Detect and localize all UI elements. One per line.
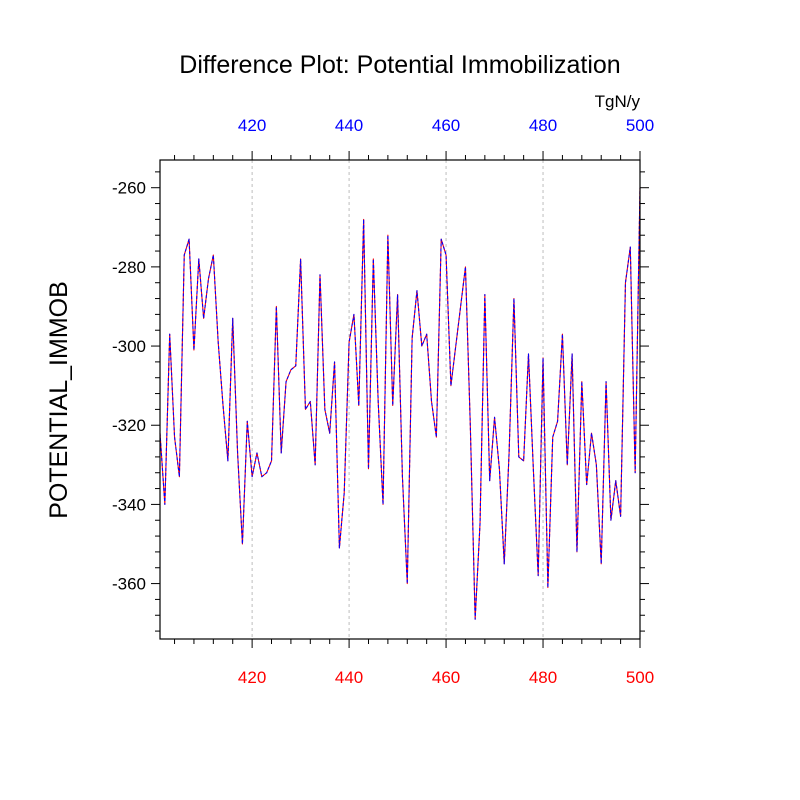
y-tick-label-2: -300 (112, 337, 146, 356)
axes: 420 440 460 480 500 420 440 460 480 500 -260 -280 -3… (112, 116, 654, 687)
series-lines (159, 187, 641, 620)
y-tick-label-1: -280 (112, 258, 146, 277)
chart-title: Difference Plot: Potential Immobilizatio… (179, 51, 620, 79)
y-axis-label: POTENTIAL_IMMOB (45, 281, 73, 519)
y-tick-label-3: -320 (112, 416, 146, 435)
x-bottom-tick-label-4: 500 (626, 668, 654, 687)
x-top-tick-label-2: 460 (432, 116, 460, 135)
y-tick-label-5: -360 (112, 575, 146, 594)
x-top-tick-label-3: 480 (529, 116, 557, 135)
x-top-tick-label-1: 440 (335, 116, 363, 135)
x-bottom-tick-label-3: 480 (529, 668, 557, 687)
series-line-1 (159, 187, 641, 620)
x-bottom-tick-label-2: 460 (432, 668, 460, 687)
x-bottom-tick-label-0: 420 (238, 668, 266, 687)
units-label: TgN/y (595, 92, 641, 111)
x-top-tick-label-4: 500 (626, 116, 654, 135)
x-top-tick-label-0: 420 (238, 116, 266, 135)
y-tick-label-4: -340 (112, 495, 146, 514)
y-tick-label-0: -260 (112, 179, 146, 198)
series-line-0 (159, 187, 641, 620)
plot-frame (159, 159, 641, 640)
x-bottom-tick-label-1: 440 (335, 668, 363, 687)
